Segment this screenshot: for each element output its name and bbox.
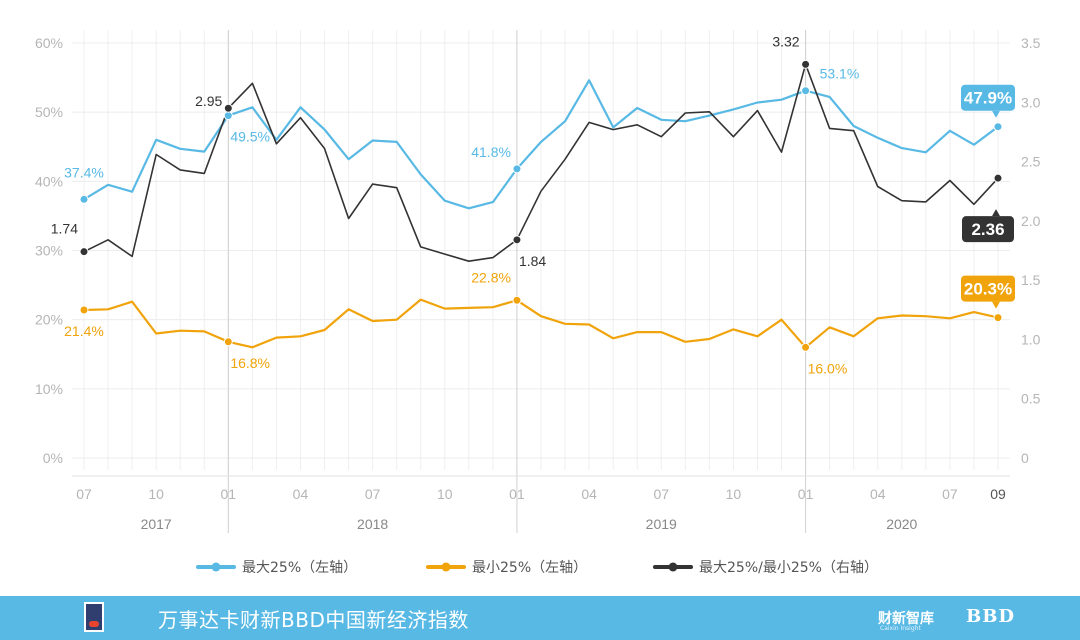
data-point-marker (801, 86, 811, 96)
value-badge-pointer (992, 209, 1000, 217)
caixin-insight-brand: 财新智库 (878, 611, 934, 627)
data-point-marker (512, 235, 522, 245)
value-badge-label: 2.36 (971, 220, 1004, 239)
data-point-marker (79, 194, 89, 204)
x-tick-label: 04 (293, 486, 309, 502)
y-right-tick-label: 3.5 (1021, 35, 1041, 51)
y-right-tick-label: 0.5 (1021, 391, 1041, 407)
data-label: 16.8% (230, 355, 270, 371)
data-point-marker (801, 59, 811, 69)
x-tick-label: 04 (870, 486, 886, 502)
x-tick-label: 01 (509, 486, 525, 502)
bbd-brand: BBD (966, 606, 1016, 627)
value-badge (961, 84, 1015, 111)
data-label: 1.84 (519, 253, 546, 269)
x-tick-label: 07 (76, 486, 92, 502)
y-right-tick-label: 2.0 (1021, 213, 1041, 229)
data-label: 21.4% (64, 323, 104, 339)
y-right-tick-label: 2.5 (1021, 154, 1041, 170)
data-point-marker (993, 173, 1003, 183)
series-line-1 (83, 79, 999, 210)
footer-banner: 万事达卡财新BBD中国新经济指数 财新智库 Caixin Insight BBD (0, 596, 1080, 640)
data-label: 2.95 (195, 93, 222, 109)
data-point-marker (993, 313, 1003, 323)
y-left-tick-label: 60% (35, 35, 63, 51)
x-tick-label: 10 (726, 486, 742, 502)
data-point-marker (223, 337, 233, 347)
y-left-tick-label: 50% (35, 104, 63, 120)
y-left-tick-label: 20% (35, 312, 63, 328)
series-line-3 (83, 63, 999, 263)
data-label: 16.0% (808, 360, 848, 376)
y-right-tick-label: 1.0 (1021, 331, 1041, 347)
y-left-tick-label: 30% (35, 243, 63, 259)
value-badge-pointer (992, 110, 1000, 118)
x-tick-label: 01 (798, 486, 814, 502)
data-point-marker (801, 342, 811, 352)
year-label: 2018 (357, 516, 388, 532)
footer-title: 万事达卡财新BBD中国新经济指数 (158, 608, 469, 632)
y-left-tick-label: 40% (35, 173, 63, 189)
caixin-insight-subtitle: Caixin Insight (880, 625, 921, 632)
legend-label: 最大25%/最小25%（右轴） (699, 560, 878, 576)
data-label: 22.8% (471, 269, 511, 285)
value-badge-pointer (992, 301, 1000, 309)
data-label: 37.4% (64, 164, 104, 180)
legend-swatch-dot (668, 562, 678, 572)
x-tick-label: 01 (221, 486, 237, 502)
data-point-marker (993, 122, 1003, 132)
y-left-tick-label: 10% (35, 381, 63, 397)
data-label: 53.1% (820, 66, 860, 82)
year-label: 2019 (646, 516, 677, 532)
x-tick-label: 07 (942, 486, 958, 502)
legend-swatch-dot (441, 562, 451, 572)
data-point-marker (512, 164, 522, 174)
y-right-tick-label: 3.0 (1021, 94, 1041, 110)
value-badge-label: 20.3% (964, 280, 1012, 299)
legend-label: 最小25%（左轴） (472, 560, 587, 576)
x-tick-label: 10 (148, 486, 164, 502)
data-point-marker (79, 305, 89, 315)
legend-label: 最大25%（左轴） (242, 560, 357, 576)
value-badge (962, 216, 1014, 243)
y-left-tick-label: 0% (43, 450, 63, 466)
series-line-2 (83, 298, 999, 349)
value-badge (961, 275, 1015, 302)
value-badge-label: 47.9% (964, 89, 1012, 108)
data-label: 1.74 (51, 221, 78, 237)
mastercard-caixin-logo-icon (84, 602, 104, 632)
line-chart: 0% 10% 20% 30% 40% 50% 60% 0 0.5 1.0 1.5 2.0 2.5 3.0 3… (35, 30, 1041, 576)
x-tick-label: 10 (437, 486, 453, 502)
y-right-tick-label: 0 (1021, 450, 1029, 466)
data-label: 49.5% (230, 129, 270, 145)
x-tick-label: 09 (990, 486, 1006, 502)
data-label: 3.32 (772, 33, 799, 49)
data-point-marker (223, 103, 233, 113)
data-point-marker (512, 295, 522, 305)
x-tick-label: 04 (581, 486, 597, 502)
y-right-tick-label: 1.5 (1021, 272, 1041, 288)
x-tick-label: 07 (365, 486, 381, 502)
data-point-marker (79, 247, 89, 257)
year-label: 2020 (886, 516, 917, 532)
data-label: 41.8% (471, 144, 511, 160)
year-label: 2017 (141, 516, 172, 532)
x-tick-label: 07 (653, 486, 669, 502)
data-point-marker (223, 111, 233, 121)
legend-swatch-dot (211, 562, 221, 572)
